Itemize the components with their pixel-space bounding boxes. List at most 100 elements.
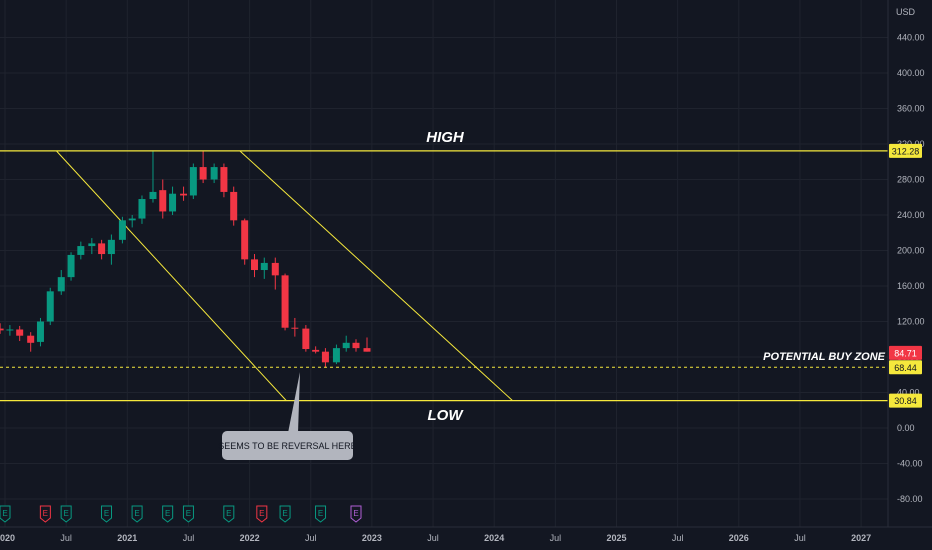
- candle-body: [332, 348, 340, 363]
- candle: [149, 151, 157, 203]
- channel-lines[interactable]: [55, 150, 513, 401]
- candle: [220, 163, 228, 198]
- y-tick-label: -40.00: [897, 459, 923, 469]
- earnings-marker-label: E: [282, 509, 287, 518]
- candle: [46, 287, 54, 326]
- price-axis-panel[interactable]: [888, 0, 932, 527]
- candle-body: [199, 167, 207, 180]
- y-tick-label: 240.00: [897, 210, 925, 220]
- earnings-marker-shape: [182, 505, 194, 523]
- candle: [0, 323, 4, 334]
- candle-body: [271, 262, 279, 276]
- candles: [0, 151, 371, 368]
- earnings-marker[interactable]: E: [315, 505, 327, 523]
- candle-body: [98, 243, 106, 255]
- candle-body: [210, 167, 218, 180]
- candle: [241, 218, 249, 265]
- earnings-marker-label: E: [63, 509, 68, 518]
- candle: [250, 254, 258, 278]
- price-tags: 312.28 30.84 84.71 68.44: [889, 143, 922, 408]
- candle-body: [312, 349, 320, 352]
- candle: [342, 335, 350, 352]
- reversal-callout[interactable]: SEEMS TO BE REVERSAL HERE: [218, 372, 357, 460]
- channel-line[interactable]: [239, 150, 513, 401]
- earnings-marker-shape: [60, 505, 72, 523]
- candle-body: [118, 220, 126, 240]
- earnings-marker-shape: [350, 505, 362, 523]
- earnings-marker-shape: [0, 505, 11, 523]
- candle: [312, 346, 320, 354]
- y-tick-label: 280.00: [897, 175, 925, 185]
- earnings-marker[interactable]: E: [162, 505, 174, 523]
- candle-body: [250, 259, 258, 271]
- x-tick-label: 2022: [240, 533, 260, 543]
- x-tick-label: Jul: [305, 533, 317, 543]
- earnings-marker-shape: [101, 505, 113, 523]
- candle-body: [67, 254, 75, 278]
- x-tick-label: 2024: [484, 533, 504, 543]
- candle: [260, 257, 268, 279]
- candle: [27, 332, 35, 352]
- candle: [107, 234, 115, 265]
- earnings-marker-label: E: [134, 509, 139, 518]
- earnings-marker[interactable]: E: [60, 505, 72, 523]
- candle-body: [363, 348, 371, 352]
- y-tick-label: 200.00: [897, 246, 925, 256]
- candle: [67, 252, 75, 281]
- earnings-marker-shape: [279, 505, 291, 523]
- candle-body: [6, 329, 14, 331]
- earnings-marker-shape: [39, 505, 51, 523]
- candle: [98, 239, 106, 260]
- candle-body: [128, 218, 136, 221]
- buy-zone-price-tag: 68.44: [894, 363, 917, 373]
- y-tick-label: 360.00: [897, 104, 925, 114]
- candle: [159, 179, 167, 219]
- x-tick-label: Jul: [672, 533, 684, 543]
- candle-body: [352, 342, 360, 349]
- candle-body: [180, 193, 188, 196]
- candle: [6, 325, 14, 336]
- earnings-marker[interactable]: E: [223, 505, 235, 523]
- current-price-tag-bg: [889, 345, 922, 360]
- candle: [169, 186, 177, 215]
- earnings-marker[interactable]: E: [101, 505, 113, 523]
- candle: [57, 270, 65, 295]
- y-tick-label: 0.00: [897, 423, 915, 433]
- candle: [199, 151, 207, 184]
- candle: [88, 238, 96, 255]
- earnings-marker-label: E: [353, 509, 358, 518]
- earnings-marker-shape: [256, 505, 268, 523]
- candle: [180, 186, 188, 201]
- earnings-marker[interactable]: E: [279, 505, 291, 523]
- candle-body: [16, 329, 24, 336]
- earnings-marker-label: E: [165, 509, 170, 518]
- earnings-marker[interactable]: E: [350, 505, 362, 523]
- level-lines[interactable]: [0, 150, 888, 402]
- candle: [128, 215, 136, 228]
- earnings-marker[interactable]: E: [182, 505, 194, 523]
- candle: [16, 325, 24, 342]
- earnings-marker-label: E: [318, 509, 323, 518]
- candle-body: [241, 220, 249, 260]
- low-price-tag: 30.84: [894, 396, 917, 406]
- y-tick-label: 40.00: [897, 388, 920, 398]
- y-tick-label: 120.00: [897, 317, 925, 327]
- earnings-marker-shape: [223, 505, 235, 523]
- earnings-marker[interactable]: E: [0, 505, 11, 523]
- candle: [352, 339, 360, 352]
- earnings-marker[interactable]: E: [131, 505, 143, 523]
- earnings-marker-label: E: [104, 509, 109, 518]
- y-tick-label: -80.00: [897, 494, 923, 504]
- earnings-marker-label: E: [43, 509, 48, 518]
- channel-line[interactable]: [55, 150, 287, 401]
- earnings-marker[interactable]: E: [256, 505, 268, 523]
- buy-zone-price-tag-bg: [889, 360, 922, 375]
- candle-body: [107, 239, 115, 255]
- x-tick-label: Jul: [183, 533, 195, 543]
- candle-body: [46, 291, 54, 322]
- earnings-marker[interactable]: E: [39, 505, 51, 523]
- earnings-marker-shape: [131, 505, 143, 523]
